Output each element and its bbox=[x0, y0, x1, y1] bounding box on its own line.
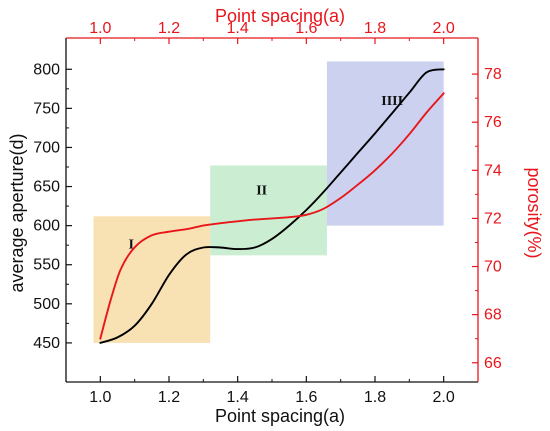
x-bottom-tick-label-4: 1.8 bbox=[364, 389, 386, 406]
region-3-label: IIII bbox=[381, 94, 403, 109]
y-left-tick-label-7: 800 bbox=[33, 61, 60, 78]
x-top-tick-label-0: 1.0 bbox=[89, 20, 111, 37]
region-2-label: II bbox=[256, 183, 267, 198]
x-top-tick-label-3: 1.6 bbox=[295, 20, 317, 37]
y-right-tick-label-5: 76 bbox=[484, 114, 502, 131]
x-bottom-tick-label-2: 1.4 bbox=[227, 389, 249, 406]
y-right-tick-label-0: 66 bbox=[484, 355, 502, 372]
y-axis-right-title: porosity(%) bbox=[524, 167, 544, 258]
y-right-tick-label-4: 74 bbox=[484, 162, 502, 179]
x-top-tick-label-4: 1.8 bbox=[364, 20, 386, 37]
region-1-label: I bbox=[129, 237, 134, 252]
ticks-layer: 1.0 1.2 1.4 1.6 1.8 2.0 1.0 1.2 1.4 1.6 1.8 2.0 450 5… bbox=[33, 20, 502, 406]
x-bottom-tick-label-1: 1.2 bbox=[158, 389, 180, 406]
y-right-tick-label-2: 70 bbox=[484, 259, 502, 276]
y-left-tick-label-5: 700 bbox=[33, 139, 60, 156]
series-layer bbox=[99, 68, 445, 344]
y-right-tick-label-6: 78 bbox=[484, 66, 502, 83]
x-bottom-tick-label-3: 1.6 bbox=[295, 389, 317, 406]
y-left-tick-label-2: 550 bbox=[33, 257, 60, 274]
region-1-box bbox=[93, 216, 211, 343]
x-axis-bottom-title: Point spacing(a) bbox=[215, 406, 345, 426]
x-bottom-tick-label-5: 2.0 bbox=[433, 389, 455, 406]
aperture-series-line bbox=[99, 68, 445, 344]
y-left-tick-label-3: 600 bbox=[33, 218, 60, 235]
y-left-tick-label-0: 450 bbox=[33, 335, 60, 352]
x-top-tick-label-1: 1.2 bbox=[158, 20, 180, 37]
x-bottom-tick-label-0: 1.0 bbox=[89, 389, 111, 406]
y-left-tick-label-4: 650 bbox=[33, 179, 60, 196]
porosity-series-line bbox=[99, 92, 445, 340]
y-axis-left-title: average aperture(d) bbox=[7, 133, 27, 292]
region-3-box bbox=[326, 61, 444, 226]
labels-layer: Point spacing(a) Point spacing(a) averag… bbox=[7, 6, 544, 426]
y-right-tick-label-3: 72 bbox=[484, 210, 502, 227]
x-axis-top-title: Point spacing(a) bbox=[215, 6, 345, 26]
y-left-tick-label-6: 750 bbox=[33, 100, 60, 117]
x-top-tick-label-2: 1.4 bbox=[227, 20, 249, 37]
x-top-tick-label-5: 2.0 bbox=[433, 20, 455, 37]
y-left-tick-label-1: 500 bbox=[33, 296, 60, 313]
y-right-tick-label-1: 68 bbox=[484, 307, 502, 324]
